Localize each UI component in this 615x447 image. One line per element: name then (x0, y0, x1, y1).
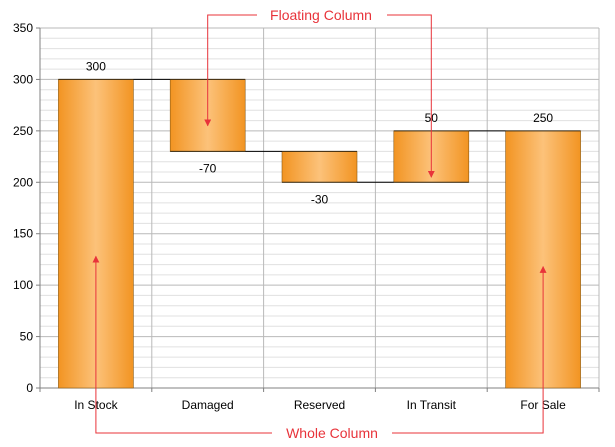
y-tick-label: 100 (13, 278, 33, 292)
data-label: 250 (533, 111, 553, 125)
connectors (133, 78, 506, 183)
bar-reserved (281, 151, 358, 183)
x-tick-label: Damaged (182, 398, 234, 412)
annotations: Floating Column Whole Column (92, 7, 547, 441)
whole-arrow-right (392, 265, 547, 434)
floating-arrow-right (387, 14, 435, 178)
x-tick-label: Reserved (294, 398, 345, 412)
data-label: -70 (199, 161, 217, 175)
data-label: 300 (86, 59, 106, 73)
y-tick-label: 300 (13, 72, 33, 86)
y-tick-label: 200 (13, 175, 33, 189)
data-label: -30 (311, 192, 329, 206)
y-tick-label: 50 (20, 330, 34, 344)
y-tick-label: 250 (13, 124, 33, 138)
x-tick-label: In Transit (407, 398, 457, 412)
floating-column-annotation: Floating Column (270, 7, 372, 23)
whole-column-annotation: Whole Column (286, 425, 378, 441)
y-tick-label: 150 (13, 227, 33, 241)
y-tick-label: 350 (13, 21, 33, 35)
y-tick-label: 0 (26, 381, 33, 395)
floating-arrow-left (204, 14, 257, 127)
whole-arrow-left (92, 255, 272, 434)
